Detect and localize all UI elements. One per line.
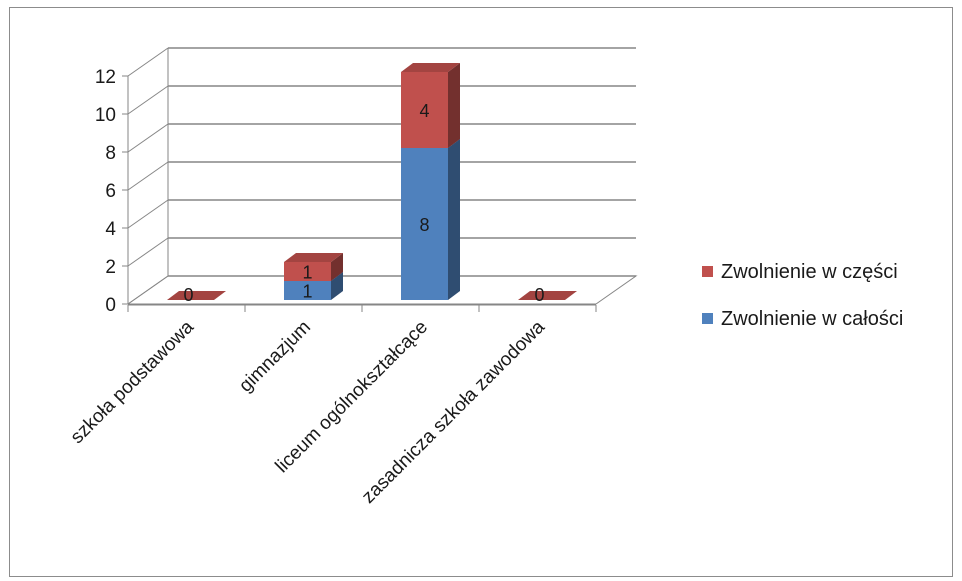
- bar-top: [284, 253, 343, 262]
- data-label: 1: [302, 282, 312, 302]
- axes: [122, 48, 597, 312]
- bar-side: [448, 63, 460, 148]
- bars: [167, 63, 577, 300]
- bar-front: [401, 148, 448, 300]
- gridline-side: [127, 161, 169, 191]
- y-tick-label: 12: [95, 67, 116, 88]
- data-label: 4: [419, 101, 429, 121]
- bar-front: [284, 262, 331, 281]
- bar-top-flat: [167, 291, 226, 300]
- y-tick-label: 8: [105, 143, 116, 164]
- bar-top: [401, 63, 460, 72]
- y-tick-label: 4: [105, 219, 116, 240]
- legend-swatch: [702, 266, 713, 277]
- y-tick-label: 2: [105, 257, 116, 278]
- gridline-side: [127, 47, 169, 77]
- bar-side: [448, 139, 460, 300]
- y-tick-label: 0: [105, 295, 116, 316]
- gridline-side: [127, 85, 169, 115]
- legend-label: Zwolnienie w całości: [721, 308, 903, 330]
- bar-top-flat: [518, 291, 577, 300]
- bar-front: [284, 281, 331, 300]
- gridline-side: [127, 237, 169, 267]
- gridlines: [127, 47, 636, 305]
- chart-frame: 0 2 4 6 8 10 12 0 1 1 8 4 0 szkoła podstawowa gimnazju…: [9, 7, 953, 577]
- gridline-side: [127, 199, 169, 229]
- category-label: zasadnicza szkoła zawodowa: [358, 316, 549, 507]
- y-tick-label: 10: [95, 105, 116, 126]
- data-label: 1: [302, 263, 312, 283]
- bar-front: [401, 72, 448, 148]
- bar-side: [331, 253, 343, 281]
- data-label: 0: [534, 285, 544, 305]
- gridline-side: [127, 275, 169, 305]
- legend-swatch: [702, 313, 713, 324]
- y-tick-label: 6: [105, 181, 116, 202]
- legend: Zwolnienie w części Zwolnienie w całości: [702, 261, 903, 330]
- data-label: 8: [419, 215, 429, 235]
- category-label: gimnazjum: [235, 317, 315, 397]
- data-label: 0: [183, 285, 193, 305]
- legend-label: Zwolnienie w części: [721, 261, 898, 283]
- category-label: szkoła podstawowa: [67, 316, 199, 448]
- bar-side: [331, 272, 343, 300]
- gridline-side: [127, 123, 169, 153]
